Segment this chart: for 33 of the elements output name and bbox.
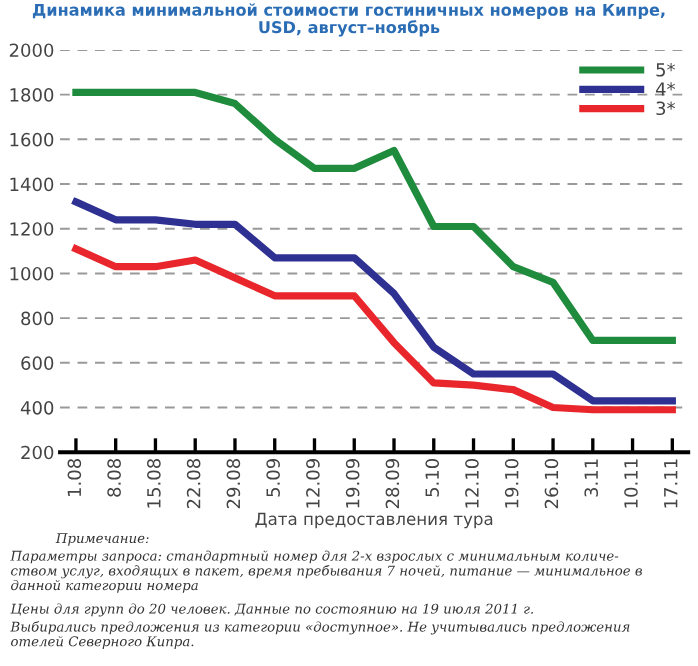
chart-title: Динамика минимальной стоимости гостиничных номеров на Кипре, USD, август–ноябрь [32, 3, 665, 37]
x-tick-label: 15.08 [147, 459, 161, 508]
line-series [72, 198, 676, 405]
y-tick-label: 800 [21, 311, 54, 326]
x-tick-label: 17.11 [664, 459, 678, 508]
y-tick-label: 1800 [10, 88, 54, 102]
y-tick-label: 1200 [10, 222, 54, 236]
x-tick-label: 29.08 [226, 459, 241, 509]
y-tick-label: 600 [21, 356, 54, 370]
x-tick-label: 8.08 [107, 459, 121, 497]
y-tick-label: 400 [20, 400, 54, 415]
x-tick-label: 12.10 [465, 458, 479, 508]
line-series [72, 245, 676, 414]
x-tick-label: 1.08 [67, 459, 82, 496]
x-tick-label: 3.11 [584, 459, 599, 497]
y-tick-label: 200 [21, 445, 54, 460]
x-tick-label: 12.09 [306, 459, 320, 508]
legend-label: 4* [655, 82, 676, 96]
x-tick-label: 5.09 [266, 459, 280, 497]
x-tick-label: 19.09 [345, 459, 360, 508]
x-axis-title: Дата предоставления тура [255, 512, 493, 529]
legend-label: 3* [656, 101, 676, 116]
x-tick-label: 10.11 [624, 459, 638, 508]
y-tick-label: 1600 [10, 132, 54, 147]
x-tick-label: 26.10 [544, 458, 559, 509]
x-tick-label: 19.10 [504, 458, 519, 508]
y-tick-label: 2000 [9, 43, 54, 58]
x-tick-label: 5.10 [425, 458, 440, 497]
y-tick-label: 1000 [10, 266, 54, 281]
y-tick-label: 1400 [10, 177, 54, 192]
x-tick-label: 28.09 [385, 459, 400, 509]
legend-label: 5* [656, 62, 676, 77]
x-tick-label: 22.08 [186, 459, 201, 509]
